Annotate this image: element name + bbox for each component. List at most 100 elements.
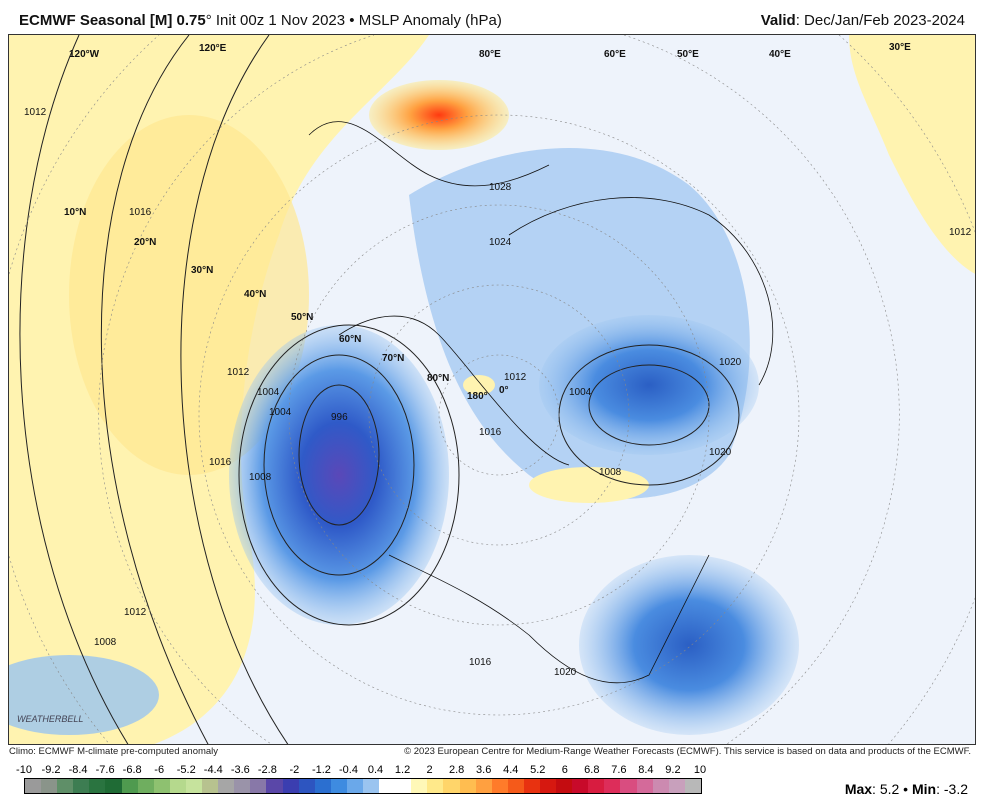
isobar-label: 1016 [209, 457, 232, 468]
longitude-label: 60°E [604, 49, 626, 60]
colorbar-swatch [185, 779, 203, 793]
colorbar-swatch [620, 779, 637, 793]
colorbar-swatch [153, 779, 170, 793]
isobar-label: 1012 [124, 607, 147, 618]
chart-title: ECMWF Seasonal [M] 0.75° Init 00z 1 Nov … [19, 12, 502, 29]
longitude-label: 0° [499, 385, 509, 396]
negative-anomaly-pacific [229, 325, 449, 625]
colorbar-swatch [556, 779, 573, 793]
latitude-label: 70°N [382, 353, 404, 364]
colorbar-swatch [282, 779, 299, 793]
latitude-label: 40°N [244, 289, 266, 300]
colorbar-swatch [572, 779, 589, 793]
colorbar-swatch [105, 779, 122, 793]
isobar-label: 1004 [569, 387, 592, 398]
colorbar-tick: -9.2 [41, 764, 61, 776]
isobar-label: 1012 [504, 372, 527, 383]
isobar-label: 1016 [479, 427, 502, 438]
colorbar-tick: 0.4 [367, 764, 384, 776]
latitude-label: 60°N [339, 334, 361, 345]
colorbar-tick: -7.6 [95, 764, 115, 776]
isobar-label: 1012 [949, 227, 972, 238]
isobar-label: 1008 [599, 467, 622, 478]
colorbar-swatch [588, 779, 605, 793]
colorbar-swatch [346, 779, 363, 793]
colorbar-swatch [298, 779, 315, 793]
longitude-label: 120°W [69, 49, 100, 60]
longitude-label: 30°E [889, 42, 911, 53]
colorbar-swatch [25, 779, 42, 793]
colorbar-tick: -0.4 [338, 764, 358, 776]
colorbar [24, 778, 702, 794]
isobar-label: 1004 [257, 387, 280, 398]
positive-anomaly-center [369, 80, 509, 150]
colorbar-swatch [362, 779, 380, 793]
colorbar-tick: 1.2 [394, 764, 411, 776]
latitude-label: 30°N [191, 265, 213, 276]
isobar-label: 1016 [129, 207, 152, 218]
colorbar-swatch [121, 779, 138, 793]
longitude-label: 120°E [199, 43, 227, 54]
colorbar-swatch [202, 779, 219, 793]
colorbar-swatch [314, 779, 331, 793]
colorbar-swatch [218, 779, 235, 793]
isobar-label: 1028 [489, 182, 512, 193]
longitude-label: 180° [467, 391, 488, 402]
colorbar-swatch [266, 779, 283, 793]
colorbar-ticks: -10 -9.2 -8.4 -7.6 -6.8 -6 -5.2 -4.4 -3.6 -2.8 -2-… [12, 764, 706, 778]
colorbar-tick: 7.6 [611, 764, 627, 776]
colorbar-swatch [491, 779, 508, 793]
colorbar-tick: 4.4 [503, 764, 519, 776]
isobar-label: 1008 [94, 637, 117, 648]
colorbar-swatch [250, 779, 267, 793]
colorbar-tick: -4.4 [203, 764, 223, 776]
colorbar-swatch [636, 779, 653, 793]
colorbar-swatch [330, 779, 347, 793]
longitude-label: 80°E [479, 49, 501, 60]
latitude-label: 80°N [427, 373, 449, 384]
colorbar-tick: 8.4 [638, 764, 654, 776]
longitude-label: 40°E [769, 49, 791, 60]
colorbar-tick: 6 [561, 764, 568, 776]
isobar-label: 1012 [227, 367, 250, 378]
copyright-note: © 2023 European Centre for Medium-Range … [404, 746, 971, 757]
colorbar-tick: -10 [16, 764, 32, 776]
colorbar-swatch [169, 779, 186, 793]
colorbar-swatch [604, 779, 621, 793]
colorbar-swatch [73, 779, 90, 793]
colorbar-tick: 5.2 [530, 764, 546, 776]
colorbar-tick: 6.8 [584, 764, 600, 776]
colorbar-swatch [459, 779, 476, 793]
colorbar-tick: -6.8 [122, 764, 142, 776]
weatherbell-logo: WEATHERBELL [17, 714, 83, 724]
colorbar-tick: 3.6 [476, 764, 492, 776]
colorbar-swatch [668, 779, 685, 793]
latitude-label: 50°N [291, 312, 313, 323]
colorbar-swatch [41, 779, 58, 793]
colorbar-tick: 2.8 [448, 764, 465, 776]
colorbar-swatch [379, 779, 396, 793]
colorbar-swatch [411, 779, 428, 793]
colorbar-tick: 9.2 [665, 764, 681, 776]
latitude-label: 20°N [134, 237, 156, 248]
isobar-label: 1020 [709, 447, 732, 458]
colorbar-tick: -1.2 [311, 764, 331, 776]
colorbar-swatch [475, 779, 492, 793]
isobar-label: 1008 [249, 472, 272, 483]
colorbar-swatch [395, 779, 412, 793]
colorbar-tick: -8.4 [68, 764, 88, 776]
isobar-label: 1004 [269, 407, 292, 418]
isobar-label: 1012 [24, 107, 47, 118]
colorbar-tick: -6 [154, 764, 165, 776]
colorbar-swatch [684, 779, 701, 793]
colorbar-tick: 10 [693, 764, 707, 776]
isobar-label: 1024 [489, 237, 512, 248]
colorbar-tick: -3.6 [230, 764, 250, 776]
colorbar-swatch [507, 779, 524, 793]
longitude-label: 50°E [677, 49, 699, 60]
colorbar-swatch [523, 779, 540, 793]
colorbar-swatch [652, 779, 669, 793]
mslp-anomaly-map[interactable]: 10°N 20°N 30°N 40°N 50°N 60°N 70°N 80°N 120°W 120… [8, 34, 976, 745]
climo-note: Climo: ECMWF M-climate pre-computed anom… [9, 746, 219, 757]
colorbar-tick: 2 [426, 764, 433, 776]
